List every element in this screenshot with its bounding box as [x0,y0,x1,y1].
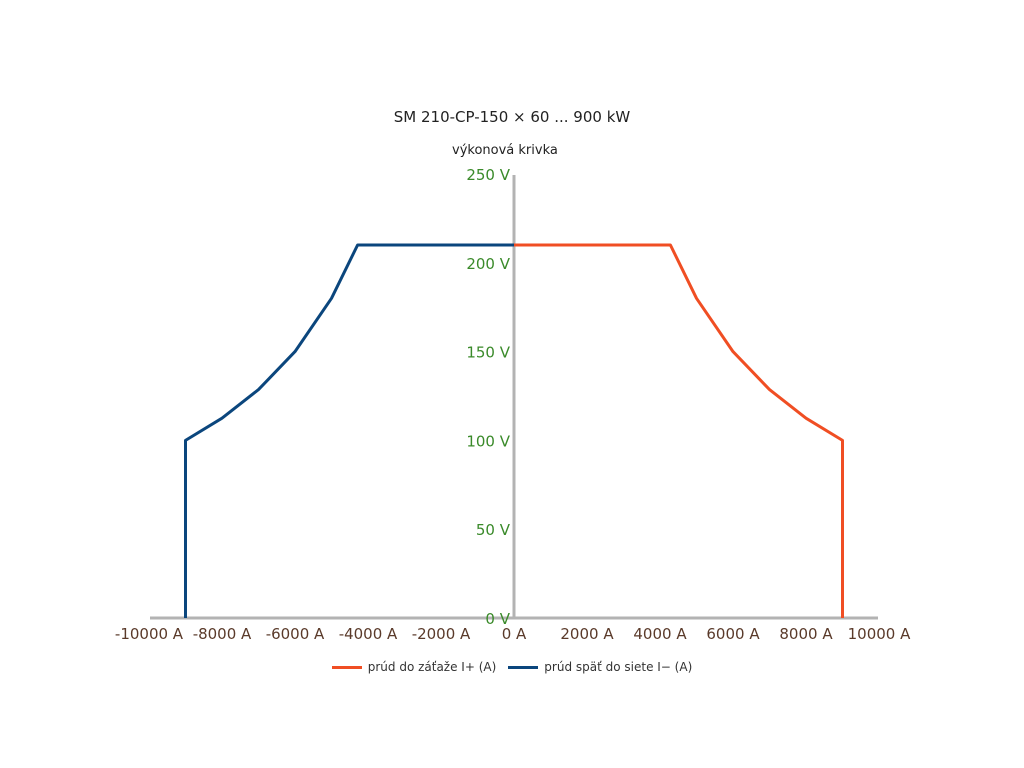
legend-swatch-grid [508,665,539,669]
axes-layer [150,175,878,620]
x-tick-label: 2000 A [560,625,614,643]
y-tick-label: 200 V [466,255,510,273]
legend-swatch-load [331,665,362,669]
series-layer [184,243,844,618]
x-tick-label: 10000 A [848,625,911,643]
x-tick-label: -6000 A [266,625,325,643]
y-tick-label: 100 V [466,432,510,450]
y-tick-label: 150 V [466,344,510,362]
y-tick-label: 0 V [485,610,510,628]
x-tick-label: 0 A [502,625,527,643]
series-line-0 [513,243,844,618]
y-tick-label: 250 V [466,166,510,184]
y-tick-label: 50 V [476,521,511,539]
legend: prúd do záťaže I+ (A) prúd späť do siete… [0,660,1024,674]
x-tick-label: -8000 A [193,625,252,643]
x-tick-label: -10000 A [115,625,184,643]
legend-label-grid: prúd späť do siete I− (A) [544,660,693,674]
legend-label-load: prúd do záťaže I+ (A) [367,660,497,674]
x-tick-label: 4000 A [633,625,687,643]
legend-item-load-current[interactable]: prúd do záťaže I+ (A) [331,660,497,674]
legend-item-grid-current[interactable]: prúd späť do siete I− (A) [508,660,692,674]
x-tick-label: -2000 A [412,625,471,643]
x-tick-label: 8000 A [779,625,833,643]
x-tick-label: -4000 A [339,625,398,643]
x-tick-label: 6000 A [706,625,760,643]
chart-subtitle: výkonová krivka [452,143,558,158]
chart-title: SM 210-CP-150 × 60 ... 900 kW [393,108,631,126]
series-line-1 [184,243,515,618]
tick-layer: -10000 A -8000 A -6000 A -4000 A -2000 A 0 A 2… [115,166,911,643]
